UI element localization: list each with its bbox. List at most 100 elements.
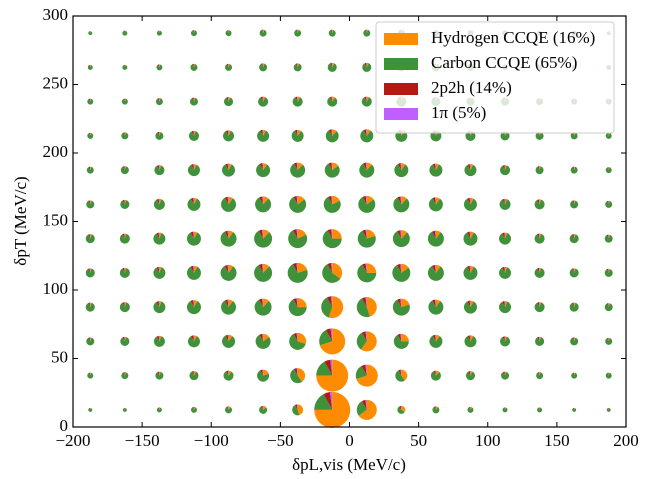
pie-wedge — [608, 234, 609, 239]
pie-wedge — [89, 31, 91, 34]
pie-wedge — [193, 30, 195, 34]
pie — [605, 200, 613, 208]
legend-label: 2p2h (14%) — [431, 78, 512, 97]
x-tick-label: −100 — [194, 431, 229, 450]
pie-wedge — [228, 97, 231, 102]
pie-wedge — [259, 29, 267, 37]
pie-wedge — [608, 268, 609, 273]
pie-wedge — [365, 129, 367, 136]
pie — [356, 297, 377, 318]
pie-wedge — [124, 233, 127, 239]
pie-wedge — [293, 63, 302, 72]
pie-wedge — [156, 232, 160, 239]
pie-wedge — [366, 297, 377, 317]
pie-wedge — [187, 198, 201, 211]
pie-wedge — [572, 337, 575, 342]
pie-wedge — [193, 265, 194, 273]
pie-wedge — [227, 130, 229, 136]
pie — [153, 266, 166, 279]
pie-wedge — [189, 371, 199, 381]
pie-wedge — [469, 335, 471, 342]
pie — [289, 195, 307, 213]
legend-swatch — [384, 83, 418, 95]
pie-wedge — [85, 302, 95, 312]
pie — [314, 391, 351, 428]
pie-wedge — [322, 230, 342, 249]
pie-wedge — [400, 405, 402, 410]
pie-wedge — [225, 30, 232, 37]
pie-wedge — [503, 371, 506, 376]
pie-wedge — [397, 163, 402, 171]
pie-wedge — [469, 231, 471, 239]
pie-wedge — [88, 234, 91, 239]
pie-wedge — [159, 198, 162, 205]
pie-wedge — [294, 129, 298, 136]
pie-wedge — [193, 371, 197, 376]
pie — [571, 372, 578, 379]
pie-wedge — [606, 407, 611, 412]
pie — [189, 371, 199, 381]
pie — [393, 333, 409, 349]
pie-wedge — [608, 337, 610, 342]
pie-wedge — [88, 407, 93, 412]
pie — [427, 230, 444, 247]
pie-wedge — [258, 298, 264, 308]
pie-wedge — [356, 401, 367, 416]
pie — [186, 231, 201, 246]
pie — [392, 263, 411, 282]
pie — [222, 163, 236, 177]
pie-wedge — [222, 164, 236, 177]
pie-wedge — [88, 268, 91, 273]
pie-wedge — [296, 404, 298, 410]
pie-wedge — [432, 230, 436, 239]
pie-wedge — [191, 130, 194, 136]
pie-wedge — [435, 197, 436, 205]
pie-wedge — [193, 406, 196, 410]
pie-wedge — [263, 369, 269, 376]
pie-wedge — [158, 165, 160, 171]
pie-wedge — [332, 229, 342, 239]
pie-wedge — [123, 98, 125, 102]
pie — [427, 264, 444, 281]
pie-wedge — [434, 230, 436, 239]
pie — [153, 301, 166, 314]
pie — [189, 97, 198, 106]
pie-wedge — [537, 302, 540, 308]
pie-wedge — [539, 166, 541, 171]
pie-wedge — [159, 301, 162, 308]
x-tick-label: 0 — [345, 431, 354, 450]
pie-wedge — [293, 298, 298, 308]
pie — [357, 229, 376, 248]
pie-wedge — [572, 166, 575, 171]
pie-wedge — [296, 129, 298, 136]
pie-wedge — [397, 298, 402, 308]
pie-wedge — [124, 336, 125, 342]
pie — [122, 407, 127, 412]
pie-wedge — [189, 97, 198, 106]
pie — [359, 162, 375, 178]
pie-wedge — [366, 162, 372, 171]
pie-wedge — [332, 29, 334, 34]
pie-wedge — [569, 234, 579, 244]
pie-wedge — [293, 195, 298, 205]
pie — [156, 30, 162, 36]
pie-wedge — [605, 133, 612, 139]
pie-wedge — [228, 163, 232, 171]
pie-wedge — [289, 333, 306, 350]
pie-wedge — [259, 196, 264, 205]
pie-wedge — [327, 229, 333, 239]
pie-wedge — [435, 334, 436, 342]
pie-wedge — [392, 231, 410, 248]
pie-wedge — [158, 407, 160, 410]
pie-wedge — [290, 163, 306, 178]
pie-wedge — [427, 265, 444, 281]
pie — [259, 29, 267, 37]
pie-wedge — [608, 303, 610, 308]
pie-wedge — [119, 268, 130, 278]
pie-wedge — [366, 96, 367, 102]
pie-wedge — [124, 199, 127, 205]
pie — [395, 369, 408, 382]
pie-wedge — [470, 231, 474, 239]
pie — [87, 98, 94, 105]
pie-wedge — [296, 162, 298, 171]
